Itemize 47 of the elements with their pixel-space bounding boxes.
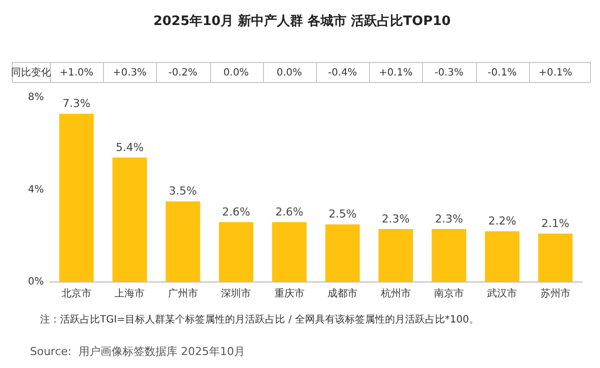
data-label: 2.6% [222,205,250,218]
x-tick-label: 杭州市 [380,288,411,300]
bar [112,158,147,282]
y-tick-label: 0% [28,276,44,288]
text: 注：活跃占比TGI=目标人群某个标签属性的月活跃占比 / 全网具有该标签属性的月活跃占比*100。 [40,314,479,326]
data-label: 2.3% [434,212,463,226]
x-tick-label: 深圳市 [221,288,252,300]
text: +0.1% [538,68,572,79]
text: +1.0% [60,68,94,79]
text: -0.4% [328,68,358,79]
x-tick-label: 北京市 [61,288,92,300]
text: 同比变化 [10,66,51,79]
x-tick-label: 重庆市 [274,288,304,300]
bar [538,234,573,282]
bar [59,114,94,282]
x-tick-label: 成都市 [328,288,358,300]
data-label: 5.4% [116,140,144,154]
bar [484,231,520,282]
x-tick-label: 武汉市 [487,288,518,300]
y-tick-label: 8% [28,92,44,104]
text: 0.0% [223,68,249,79]
text: +0.3% [112,68,147,79]
data-label: 2.5% [328,208,357,221]
data-label: 2.6% [275,205,304,218]
data-label: 2.2% [488,214,516,228]
chart-title: 2025年10月 新中产人群 各城市 活跃占比TOP10 [153,13,451,30]
data-label: 2.1% [541,216,570,230]
source-note: Source: 用户画像标签数据库 2025年10月 [30,344,245,358]
text: +0.1% [378,68,413,79]
bar [378,228,413,282]
x-tick-label: 南京市 [434,288,464,300]
bar [272,222,307,282]
bar [166,201,200,282]
text: -0.3% [434,68,464,79]
x-tick-label: 上海市 [114,288,145,300]
x-tick-label: 广州市 [168,288,198,300]
bar [432,228,466,282]
y-tick-label: 4% [28,184,44,196]
text: -0.1% [488,68,517,79]
data-label: 3.5% [168,184,197,198]
bar [218,222,254,282]
data-label: 7.3% [62,97,90,110]
data-label: 2.3% [382,212,410,226]
bar [325,224,360,282]
text: -0.2% [168,68,198,79]
text: 0.0% [276,68,302,79]
x-tick-label: 苏州市 [540,288,570,300]
